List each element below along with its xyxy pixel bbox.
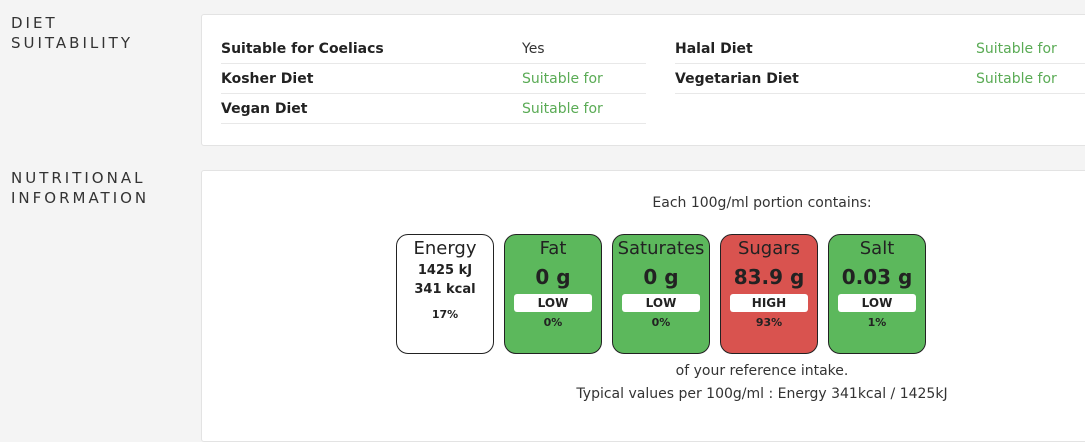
diet-row: Suitable for Coeliacs Yes [221,34,646,64]
diet-label-line1: DIET [11,14,58,32]
sugars-box: Sugars 83.9 g HIGH 93% [720,234,818,354]
salt-percent: 1% [867,316,887,329]
diet-name: Halal Diet [675,41,753,57]
energy-title: Energy [413,238,477,259]
diet-row: Kosher Diet Suitable for [221,64,646,94]
diet-row: Vegetarian Diet Suitable for [675,64,1085,94]
sugars-amount: 83.9 g [733,265,805,289]
energy-kj: 1425 kJ [417,263,473,278]
diet-value: Suitable for [522,101,603,117]
nutrition-label-line1: NUTRITIONAL [11,169,146,187]
fat-level: LOW [514,294,592,312]
portion-text: Each 100g/ml portion contains: [652,195,872,211]
nutrition-section-label: NUTRITIONAL INFORMATION [11,168,149,208]
saturates-level: LOW [622,294,700,312]
saturates-percent: 0% [651,316,671,329]
nutritional-information-panel: Each 100g/ml portion contains: Energy 14… [201,170,1085,442]
diet-column-right: Halal Diet Suitable for Vegetarian Diet … [675,34,1085,94]
diet-label-line2: SUITABILITY [11,34,134,52]
diet-suitability-panel: Suitable for Coeliacs Yes Kosher Diet Su… [201,14,1085,146]
diet-value: Suitable for [522,71,603,87]
saturates-amount: 0 g [643,265,679,289]
fat-title: Fat [539,238,567,259]
diet-name: Vegetarian Diet [675,71,799,87]
diet-value: Suitable for [976,71,1057,87]
diet-row: Vegan Diet Suitable for [221,94,646,124]
diet-name: Vegan Diet [221,101,308,117]
diet-value: Suitable for [976,41,1057,57]
diet-value: Yes [522,41,545,57]
fat-percent: 0% [543,316,563,329]
reference-intake-text: of your reference intake. [675,363,849,379]
fat-amount: 0 g [535,265,571,289]
diet-section-label: DIET SUITABILITY [11,13,133,53]
sugars-percent: 93% [755,316,783,329]
saturates-title: Saturates [617,238,705,259]
diet-column-left: Suitable for Coeliacs Yes Kosher Diet Su… [221,34,646,124]
saturates-box: Saturates 0 g LOW 0% [612,234,710,354]
diet-name: Suitable for Coeliacs [221,41,384,57]
salt-title: Salt [859,238,895,259]
salt-level: LOW [838,294,916,312]
nutrition-label-line2: INFORMATION [11,189,150,207]
energy-percent: 17% [431,308,459,321]
salt-amount: 0.03 g [841,265,913,289]
sugars-title: Sugars [737,238,801,259]
salt-box: Salt 0.03 g LOW 1% [828,234,926,354]
energy-box: Energy 1425 kJ 341 kcal 17% [396,234,494,354]
energy-kcal: 341 kcal [414,282,476,297]
sugars-level: HIGH [730,294,808,312]
diet-name: Kosher Diet [221,71,314,87]
diet-row: Halal Diet Suitable for [675,34,1085,64]
fat-box: Fat 0 g LOW 0% [504,234,602,354]
typical-values-text: Typical values per 100g/ml : Energy 341k… [576,386,948,402]
